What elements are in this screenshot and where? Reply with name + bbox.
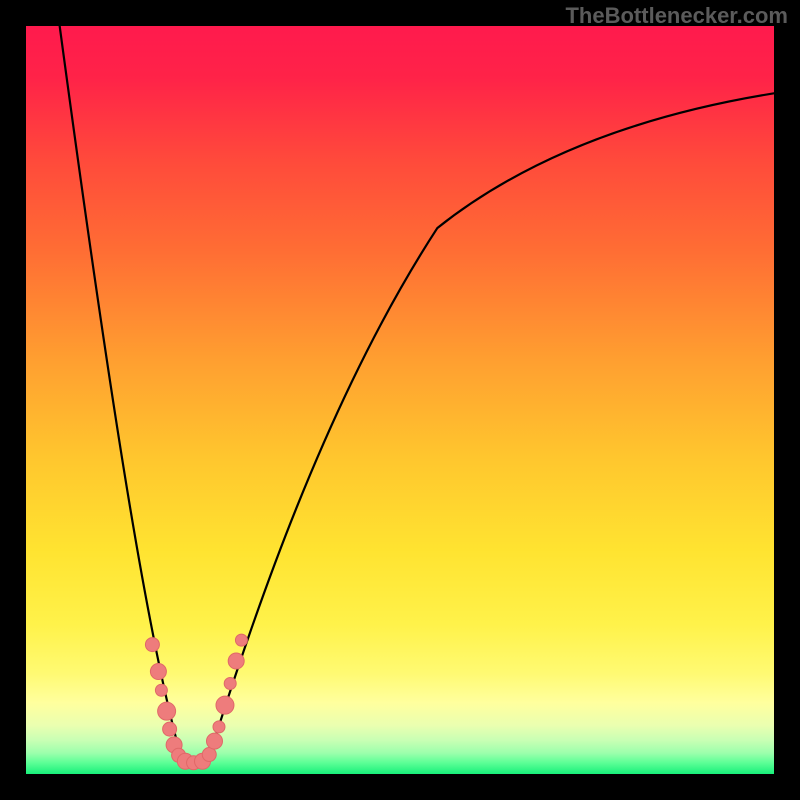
data-marker <box>150 664 166 680</box>
data-marker <box>224 677 236 689</box>
watermark-text: TheBottlenecker.com <box>565 3 788 29</box>
data-marker <box>202 748 216 762</box>
data-marker <box>206 733 222 749</box>
gradient-background <box>26 26 774 774</box>
bottleneck-chart <box>0 0 800 800</box>
data-marker <box>163 722 177 736</box>
data-marker <box>235 634 247 646</box>
data-marker <box>228 653 244 669</box>
data-marker <box>145 638 159 652</box>
data-marker <box>155 684 167 696</box>
chart-frame: TheBottlenecker.com <box>0 0 800 800</box>
data-marker <box>213 721 225 733</box>
data-marker <box>158 702 176 720</box>
data-marker <box>216 696 234 714</box>
